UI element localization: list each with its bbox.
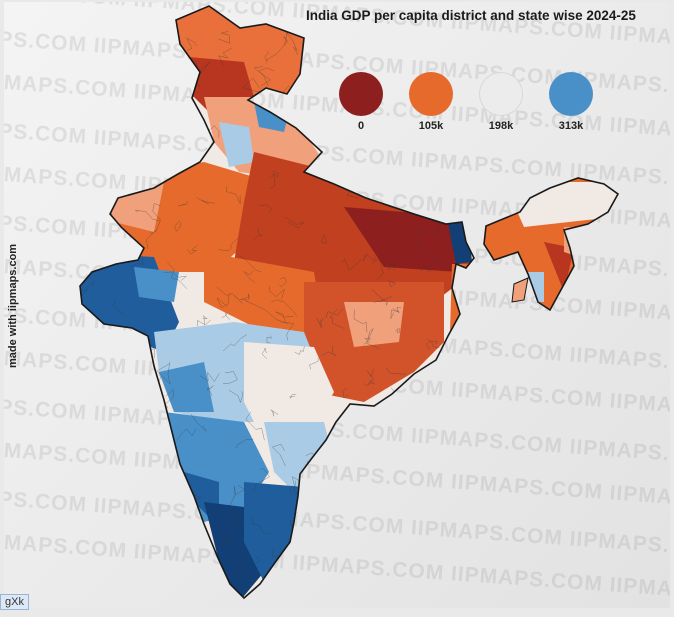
legend-item-0: 0 (326, 72, 396, 132)
credit-text: made with iipmaps.com (7, 243, 19, 368)
legend-label-0: 0 (357, 120, 365, 132)
region-tripura (511, 277, 529, 303)
legend-swatch-3 (549, 72, 593, 116)
region-konkan (159, 362, 214, 412)
map-title: India GDP per capita district and state … (306, 8, 636, 23)
legend-swatch-0 (339, 72, 383, 116)
corner-tag: gXk (0, 594, 29, 610)
legend-label-3: 313k (558, 120, 584, 132)
legend-label-2: 198k (488, 120, 514, 132)
legend-item-3: 313k (536, 72, 606, 132)
india-map (79, 5, 620, 599)
legend-swatch-1 (409, 72, 453, 116)
legend-swatch-2 (479, 72, 523, 116)
region-gujarat-east (134, 267, 179, 302)
region-chhattisgarh (344, 302, 404, 347)
north-east-fills (484, 178, 618, 310)
region-fills (80, 6, 474, 598)
legend-label-1: 105k (418, 120, 444, 132)
region-tamil-nadu (244, 482, 304, 582)
region-punjab (219, 122, 254, 167)
legend-item-1: 105k (396, 72, 466, 132)
north-east-outline (483, 177, 620, 312)
region-bihar (344, 207, 464, 272)
legend-item-2: 198k (466, 72, 536, 132)
map-photo: IIPMAPS.COM IIPMAPS.COM IIPMAPS.COM IIPM… (4, 2, 670, 608)
region-telangana (244, 342, 334, 442)
